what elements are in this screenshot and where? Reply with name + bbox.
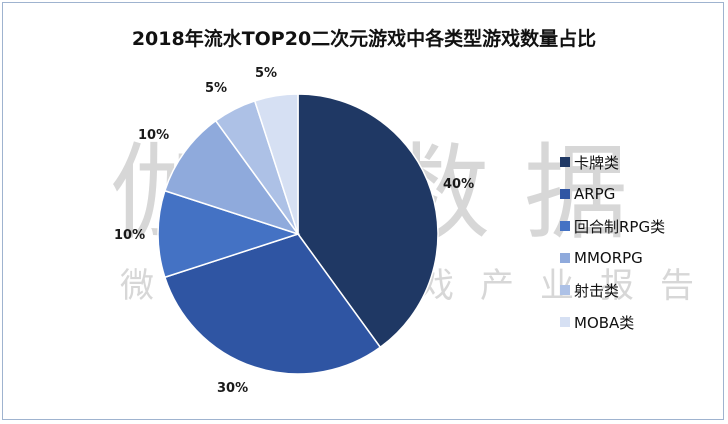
legend-item-2: 回合制RPG类	[560, 210, 665, 242]
legend-item-1: ARPG	[560, 178, 665, 210]
legend-item-3: MMORPG	[560, 242, 665, 274]
pie-slice-2	[157, 189, 301, 279]
slice-label-2: 10%	[114, 228, 146, 243]
slice-label-1: 30%	[217, 381, 249, 396]
legend-swatch-0	[560, 157, 570, 167]
pie-slice-5	[253, 93, 299, 235]
legend-swatch-2	[560, 221, 570, 231]
slice-label-3: 10%	[138, 128, 170, 143]
legend-item-5: MOBA类	[560, 306, 665, 338]
pie-slice-3	[163, 119, 300, 236]
slice-label-0: 40%	[443, 177, 475, 192]
legend: 卡牌类 ARPG 回合制RPG类 MMORPG 射击类 MOBA类	[560, 146, 665, 338]
chart-title: 2018年流水TOP20二次元游戏中各类型游戏数量占比	[131, 28, 597, 50]
slice-label-4: 5%	[205, 81, 228, 96]
legend-item-0: 卡牌类	[560, 146, 665, 178]
legend-label-1: ARPG	[574, 185, 616, 203]
legend-swatch-4	[560, 285, 570, 295]
legend-label-5: MOBA类	[574, 313, 635, 332]
legend-label-4: 射击类	[574, 281, 620, 300]
pie-slice-1	[163, 233, 382, 375]
slice-label-5: 5%	[255, 66, 278, 81]
pie-slice-0	[297, 93, 439, 349]
legend-swatch-5	[560, 317, 570, 327]
legend-label-2: 回合制RPG类	[574, 217, 666, 236]
legend-swatch-1	[560, 189, 570, 199]
legend-label-3: MMORPG	[574, 249, 643, 267]
legend-label-0: 卡牌类	[574, 153, 620, 172]
legend-swatch-3	[560, 253, 570, 263]
chart-frame	[2, 2, 724, 420]
legend-item-4: 射击类	[560, 274, 665, 306]
